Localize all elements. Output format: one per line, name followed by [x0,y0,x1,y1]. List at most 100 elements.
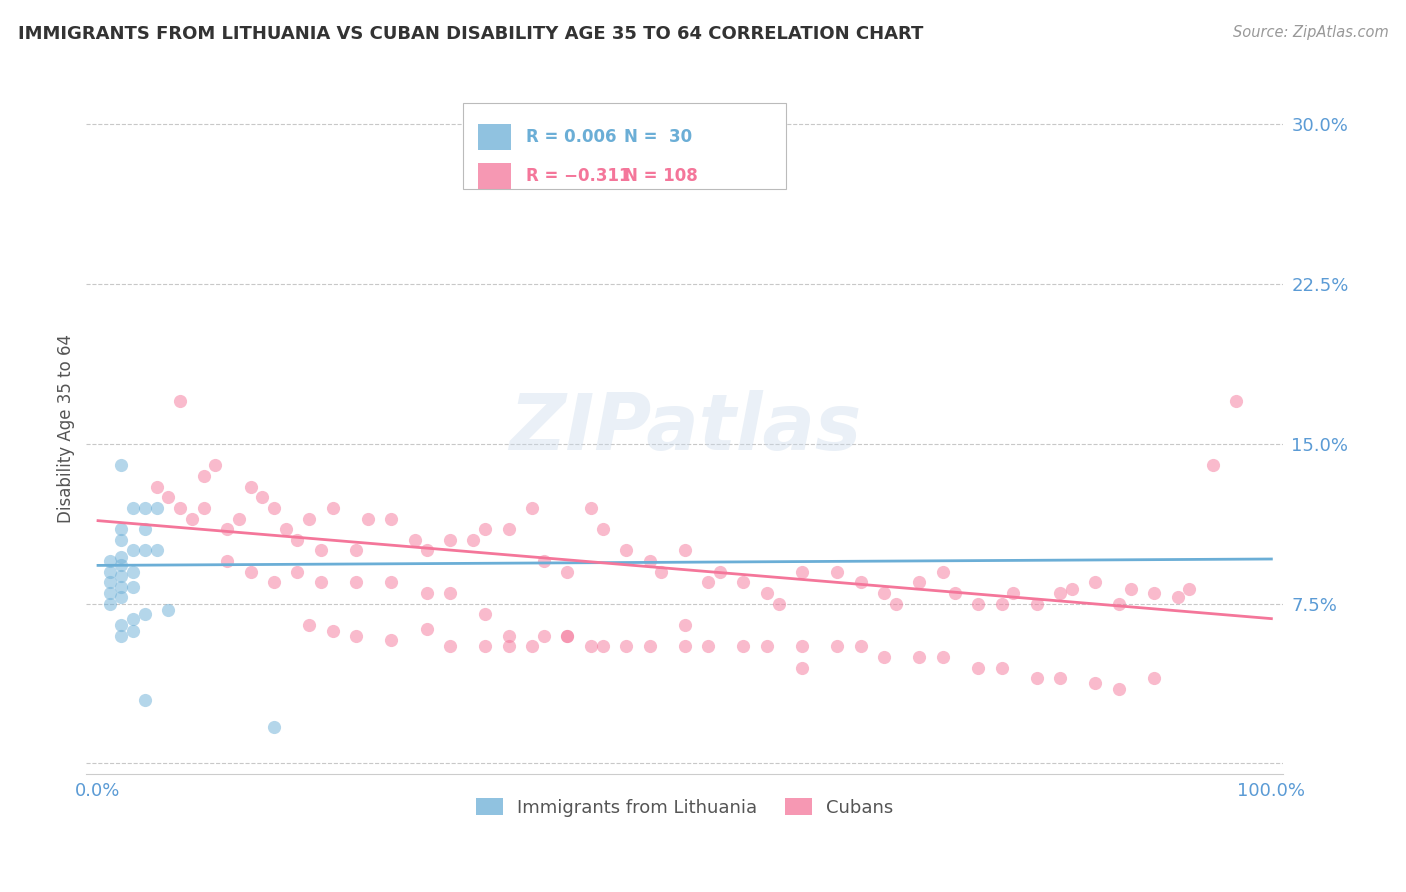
Point [463,533,485,547]
Point [943,586,966,600]
Point [98,597,121,611]
Point [98,575,121,590]
Text: R = −0.311: R = −0.311 [526,167,630,186]
Point [110,591,132,605]
Point [1025,597,1047,611]
Point [474,607,496,622]
Point [344,629,367,643]
Point [287,533,309,547]
Point [592,522,614,536]
Point [217,554,239,568]
Point [592,640,614,654]
Point [204,458,226,473]
Point [650,565,672,579]
Point [1002,586,1025,600]
Point [790,640,813,654]
Point [1143,671,1166,685]
Point [884,597,907,611]
Point [990,660,1012,674]
Point [110,522,132,536]
Point [122,612,145,626]
Point [533,554,555,568]
Point [157,603,180,617]
Point [145,480,167,494]
Point [309,575,332,590]
Point [134,500,156,515]
Point [193,469,215,483]
Point [322,500,344,515]
Point [157,490,180,504]
Point [825,565,848,579]
Point [579,640,602,654]
Point [145,500,167,515]
Point [239,480,262,494]
Point [110,618,132,632]
Point [1049,671,1071,685]
Point [98,565,121,579]
Point [98,554,121,568]
Point [673,640,696,654]
Point [557,629,579,643]
Point [873,586,896,600]
Point [908,575,931,590]
Point [110,569,132,583]
Point [520,500,543,515]
Point [1049,586,1071,600]
Point [755,640,778,654]
Point [217,522,239,536]
Point [404,533,426,547]
Point [474,640,496,654]
Point [380,632,402,647]
Point [579,500,602,515]
Point [1119,582,1142,596]
Point [180,511,202,525]
Point [134,522,156,536]
Point [322,624,344,639]
Point [122,624,145,639]
Point [873,650,896,665]
Point [474,522,496,536]
Point [908,650,931,665]
Point [932,565,955,579]
Point [380,575,402,590]
Point [1166,591,1188,605]
FancyBboxPatch shape [464,103,786,189]
Point [439,586,461,600]
Point [274,522,297,536]
Point [134,543,156,558]
Text: ZIPatlas: ZIPatlas [509,390,860,466]
Point [309,543,332,558]
Point [98,586,121,600]
Point [1143,586,1166,600]
Point [415,622,437,636]
Point [498,640,520,654]
Point [557,629,579,643]
Point [110,580,132,594]
Point [1108,597,1130,611]
Legend: Immigrants from Lithuania, Cubans: Immigrants from Lithuania, Cubans [468,791,901,824]
Bar [478,124,512,151]
Point [1084,575,1107,590]
Point [932,650,955,665]
Point [1202,458,1225,473]
Point [298,618,321,632]
Point [790,565,813,579]
Point [193,500,215,515]
Point [122,580,145,594]
Point [263,500,285,515]
Point [790,660,813,674]
Point [110,549,132,564]
Point [110,629,132,643]
Point [673,543,696,558]
Point [298,511,321,525]
Point [169,500,191,515]
Point [755,586,778,600]
Point [134,692,156,706]
Point [709,565,731,579]
Point [287,565,309,579]
Point [252,490,274,504]
Point [263,575,285,590]
Point [110,533,132,547]
Point [533,629,555,643]
Y-axis label: Disability Age 35 to 64: Disability Age 35 to 64 [58,334,75,523]
